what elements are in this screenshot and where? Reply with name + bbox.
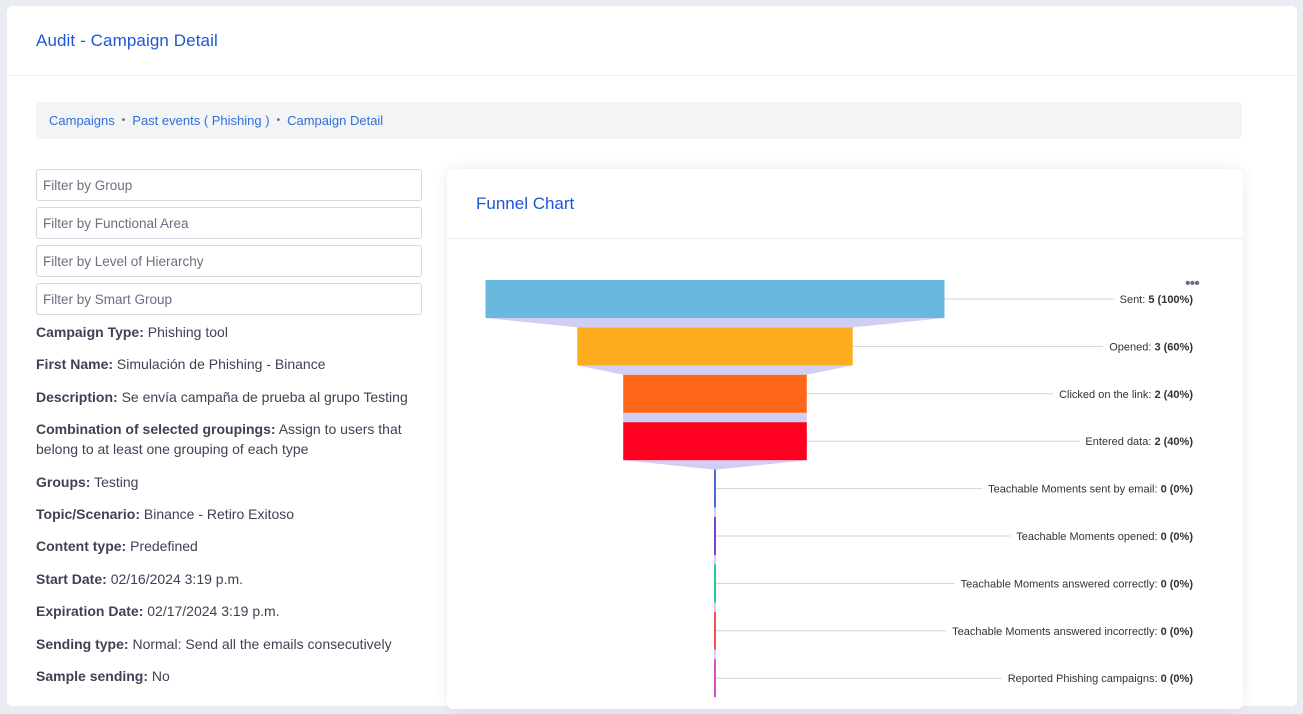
funnel-stage-bar[interactable] xyxy=(623,422,807,461)
filter-group-input[interactable] xyxy=(36,169,422,201)
detail-value: Assign to users that belong to at least … xyxy=(36,421,402,458)
funnel-stage-label: Clicked on the link: 2 (40%) xyxy=(1059,389,1193,401)
funnel-stage-label: Teachable Moments answered incorrectly: … xyxy=(952,626,1193,638)
page-title: Audit - Campaign Detail xyxy=(36,30,218,50)
detail-first-name: First Name: Simulación de Phishing - Bin… xyxy=(36,354,428,374)
funnel-stage-bar[interactable] xyxy=(714,469,716,508)
detail-campaign-type: Campaign Type: Phishing tool xyxy=(36,322,428,342)
detail-label: Groups: xyxy=(36,473,91,490)
funnel-connector xyxy=(714,649,716,660)
breadcrumb-campaigns[interactable]: Campaigns xyxy=(49,113,115,128)
detail-value: 02/17/2024 3:19 p.m. xyxy=(147,603,280,620)
detail-value: Phishing tool xyxy=(147,324,228,340)
funnel-connector xyxy=(485,318,945,328)
funnel-stage-bar[interactable] xyxy=(623,374,807,413)
funnel-connector xyxy=(623,412,807,423)
detail-expiration-date: Expiration Date: 02/17/2024 3:19 p.m. xyxy=(36,601,428,621)
funnel-stage-label: Opened: 3 (60%) xyxy=(1109,341,1193,353)
detail-value: Predefined xyxy=(130,538,198,555)
breadcrumb-separator: • xyxy=(276,115,281,126)
detail-value: Binance - Retiro Exitoso xyxy=(143,505,295,522)
detail-label: Expiration Date: xyxy=(36,603,144,620)
detail-label: Start Date: xyxy=(36,570,107,587)
funnel-stage-label: Teachable Moments answered correctly: 0 … xyxy=(961,578,1194,590)
chart-card-header: Funnel Chart xyxy=(447,169,1243,239)
detail-value: 02/16/2024 3:19 p.m. xyxy=(110,570,244,587)
funnel-stage-label: Teachable Moments opened: 0 (0%) xyxy=(1016,531,1193,543)
funnel-stage-bar[interactable] xyxy=(714,564,716,603)
detail-label: Description: xyxy=(36,388,118,405)
funnel-connector xyxy=(577,365,853,375)
detail-value: No xyxy=(151,667,170,684)
funnel-connector xyxy=(714,555,716,565)
detail-label: First Name: xyxy=(36,356,114,373)
funnel-stage-bar[interactable] xyxy=(714,517,716,555)
main-card: Audit - Campaign Detail Campaigns • Past… xyxy=(7,6,1297,709)
funnel-chart: Sent: 5 (100%) Opened: 3 (60%) Clicked on … xyxy=(447,239,1243,709)
breadcrumb-campaign-detail[interactable]: Campaign Detail xyxy=(287,113,384,128)
chart-title: Funnel Chart xyxy=(476,193,575,213)
detail-sending-type: Sending type: Normal: Send all the email… xyxy=(36,634,428,654)
detail-start-date: Start Date: 02/16/2024 3:19 p.m. xyxy=(36,569,428,589)
funnel-connector xyxy=(714,507,716,517)
breadcrumb-separator: • xyxy=(121,115,126,126)
filter-smart-group-input[interactable] xyxy=(36,283,422,315)
detail-value: Testing xyxy=(94,473,139,490)
detail-label: Sample sending: xyxy=(36,667,149,684)
breadcrumb-past-events[interactable]: Past events ( Phishing ) xyxy=(132,113,270,128)
detail-label: Combination of selected groupings: xyxy=(36,421,276,438)
detail-label: Sending type: xyxy=(36,635,129,652)
filter-functional-area-input[interactable] xyxy=(36,207,422,239)
breadcrumb: Campaigns • Past events ( Phishing ) • C… xyxy=(36,102,1242,139)
detail-label: Content type: xyxy=(36,538,127,555)
funnel-stage-label: Sent: 5 (100%) xyxy=(1120,294,1194,306)
detail-sample-sending: Sample sending: No xyxy=(36,666,428,686)
funnel-stage-bar[interactable] xyxy=(714,611,716,650)
funnel-connector xyxy=(623,460,807,470)
funnel-chart-card: Funnel Chart Sent: 5 (100%) Opened: 3 (60… xyxy=(447,169,1243,709)
funnel-stage-label: Reported Phishing campaigns: 0 (0%) xyxy=(1008,673,1194,685)
detail-value: Normal: Send all the emails consecutivel… xyxy=(132,635,392,652)
more-horizontal-icon[interactable]: ••• xyxy=(1185,275,1200,292)
funnel-stage-bar[interactable] xyxy=(577,327,853,366)
funnel-stage-bar[interactable] xyxy=(485,280,945,318)
detail-topic-scenario: Topic/Scenario: Binance - Retiro Exitoso xyxy=(36,504,428,524)
filter-hierarchy-input[interactable] xyxy=(36,245,422,277)
filters-panel xyxy=(36,169,422,321)
funnel-stage-bar[interactable] xyxy=(714,659,716,698)
funnel-stage-label: Entered data: 2 (40%) xyxy=(1085,436,1193,448)
detail-description: Description: Se envía campaña de prueba … xyxy=(36,387,428,407)
detail-groups: Groups: Testing xyxy=(36,472,428,492)
detail-value: Se envía campaña de prueba al grupo Test… xyxy=(121,388,408,405)
detail-label: Campaign Type: xyxy=(36,324,144,340)
detail-value: Simulación de Phishing - Binance xyxy=(116,356,326,373)
detail-content-type: Content type: Predefined xyxy=(36,536,428,556)
detail-label: Topic/Scenario: xyxy=(36,505,140,522)
funnel-stage-label: Teachable Moments sent by email: 0 (0%) xyxy=(988,484,1193,496)
card-header: Audit - Campaign Detail xyxy=(7,6,1297,76)
detail-combination: Combination of selected groupings: Assig… xyxy=(36,419,428,459)
funnel-connector xyxy=(714,602,716,612)
campaign-details: Campaign Type: Phishing tool First Name:… xyxy=(36,322,428,698)
funnel-chart-svg: Sent: 5 (100%) Opened: 3 (60%) Clicked on … xyxy=(485,280,1194,698)
